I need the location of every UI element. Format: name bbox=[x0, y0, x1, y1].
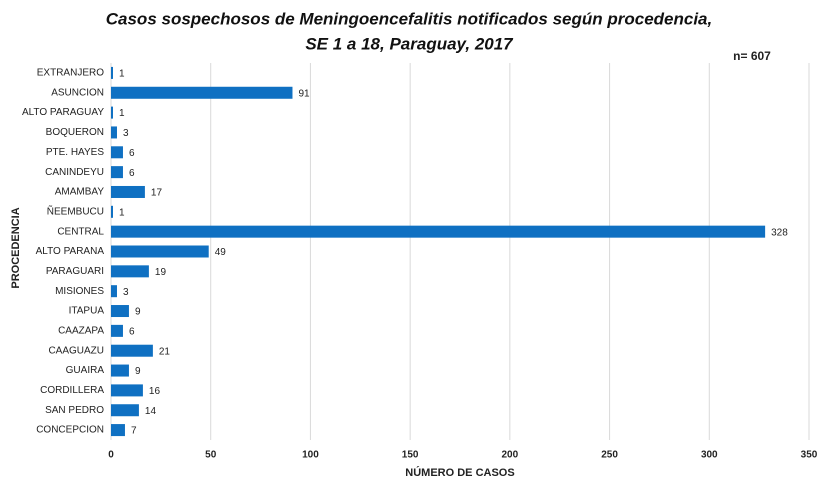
y-tick-label: CORDILLERA bbox=[40, 385, 104, 396]
y-tick-label: CANINDEYU bbox=[45, 167, 104, 178]
value-label: 328 bbox=[771, 227, 788, 238]
value-label: 3 bbox=[123, 287, 129, 298]
value-label: 9 bbox=[135, 366, 141, 377]
value-label: 21 bbox=[159, 346, 171, 357]
value-label: 1 bbox=[119, 69, 125, 80]
value-label: 7 bbox=[131, 426, 137, 437]
chart-title: SE 1 a 18, Paraguay, 2017 bbox=[305, 34, 514, 53]
y-tick-label: PTE. HAYES bbox=[46, 147, 104, 158]
value-label: 9 bbox=[135, 307, 141, 318]
x-tick-label: 350 bbox=[801, 450, 818, 461]
bar bbox=[111, 66, 113, 79]
value-label: 1 bbox=[119, 108, 125, 119]
y-tick-label: ALTO PARAGUAY bbox=[22, 107, 104, 118]
bar bbox=[111, 344, 153, 357]
bar bbox=[111, 305, 129, 318]
bar bbox=[111, 265, 149, 278]
value-label: 19 bbox=[155, 267, 167, 278]
value-label: 6 bbox=[129, 168, 135, 179]
y-tick-label: ASUNCION bbox=[51, 87, 104, 98]
bar bbox=[111, 205, 113, 218]
y-tick-label: CONCEPCION bbox=[36, 425, 104, 436]
value-label: 17 bbox=[151, 188, 163, 199]
value-label: 16 bbox=[149, 386, 161, 397]
value-label: 6 bbox=[129, 327, 135, 338]
bar bbox=[111, 166, 123, 179]
value-label: 49 bbox=[215, 247, 227, 258]
y-tick-label: ÑEEMBUCU bbox=[47, 204, 104, 217]
x-tick-label: 300 bbox=[701, 450, 718, 461]
y-tick-label: GUAIRA bbox=[66, 365, 105, 376]
x-tick-label: 50 bbox=[205, 450, 217, 461]
bar bbox=[111, 225, 766, 238]
y-tick-label: BOQUERON bbox=[46, 127, 104, 138]
bar bbox=[111, 424, 125, 437]
bar bbox=[111, 404, 139, 417]
bar bbox=[111, 106, 113, 119]
y-tick-label: MISIONES bbox=[55, 286, 104, 297]
bar bbox=[111, 324, 123, 337]
x-tick-label: 250 bbox=[601, 450, 618, 461]
bar bbox=[111, 364, 129, 377]
y-tick-label: PARAGUARI bbox=[46, 266, 104, 277]
bar bbox=[111, 146, 123, 159]
y-tick-label: CAAGUAZU bbox=[48, 345, 104, 356]
y-tick-label: EXTRANJERO bbox=[37, 68, 104, 79]
x-tick-label: 200 bbox=[502, 450, 519, 461]
x-axis-label: NÚMERO DE CASOS bbox=[405, 466, 514, 479]
value-label: 91 bbox=[298, 88, 310, 99]
value-label: 3 bbox=[123, 128, 129, 139]
bar bbox=[111, 185, 145, 198]
bar bbox=[111, 245, 209, 258]
value-label: 6 bbox=[129, 148, 135, 159]
annotation: n= 607 bbox=[733, 49, 771, 63]
y-tick-label: ALTO PARANA bbox=[36, 246, 105, 257]
chart-title: Casos sospechosos de Meningoencefalitis … bbox=[106, 9, 712, 28]
bar bbox=[111, 126, 117, 139]
y-tick-label: AMAMBAY bbox=[55, 187, 105, 198]
bar bbox=[111, 86, 293, 99]
y-tick-label: ITAPUA bbox=[69, 306, 105, 317]
x-tick-label: 0 bbox=[108, 450, 114, 461]
bar bbox=[111, 285, 117, 298]
y-tick-label: CENTRAL bbox=[57, 226, 104, 237]
value-label: 1 bbox=[119, 207, 125, 218]
value-label: 14 bbox=[145, 406, 157, 417]
bar bbox=[111, 384, 143, 397]
y-tick-label: SAN PEDRO bbox=[45, 405, 104, 416]
x-tick-label: 100 bbox=[302, 450, 319, 461]
y-tick-label: CAAZAPA bbox=[58, 326, 104, 337]
y-axis-label: PROCEDENCIA bbox=[10, 207, 22, 288]
x-tick-label: 150 bbox=[402, 450, 419, 461]
